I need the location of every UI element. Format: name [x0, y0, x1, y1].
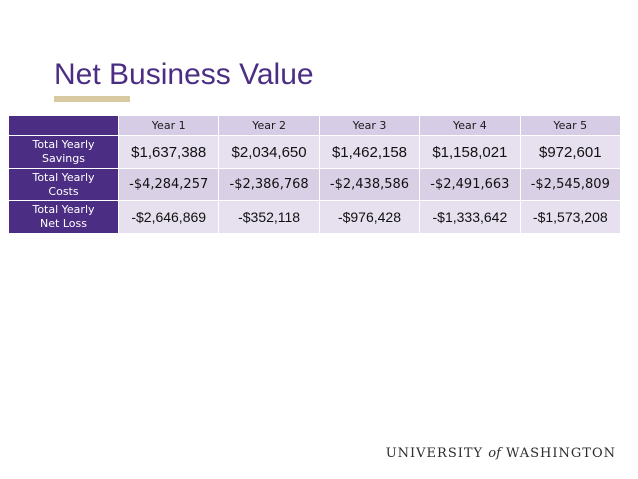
- column-header: Year 2: [218, 115, 320, 136]
- table-cell: $1,462,158: [318, 135, 421, 169]
- table-cell: $1,637,388: [117, 135, 220, 169]
- table-cell: -$2,438,586: [318, 168, 421, 201]
- table-header-row: Year 1 Year 2 Year 3 Year 4 Year 5: [8, 115, 622, 136]
- table-cell: -$352,118: [218, 200, 320, 234]
- table-cell: -$976,428: [318, 200, 421, 234]
- table-cell: -$2,491,663: [419, 168, 521, 201]
- table-cell: $972,601: [519, 135, 622, 169]
- table-cell: -$2,646,869: [117, 200, 220, 234]
- title-accent-bar: [54, 96, 130, 102]
- table-row-net-loss: Total Yearly Net Loss -$2,646,869 -$352,…: [8, 200, 622, 234]
- column-header: Year 4: [419, 115, 521, 136]
- column-header: Year 5: [519, 115, 622, 136]
- column-header: Year 3: [318, 115, 421, 136]
- table-cell: $2,034,650: [218, 135, 320, 169]
- slide-title: Net Business Value: [54, 58, 314, 91]
- university-logo: UNIVERSITY of WASHINGTON: [386, 446, 616, 461]
- column-header: Year 1: [117, 115, 220, 136]
- logo-text: of: [488, 446, 501, 461]
- row-label-line: Costs: [48, 184, 79, 198]
- row-label-line: Savings: [42, 152, 85, 165]
- table-cell: -$2,386,768: [218, 168, 320, 201]
- table-cell: -$1,333,642: [419, 200, 521, 234]
- row-label: Total Yearly Savings: [8, 135, 119, 169]
- table-cell: -$1,573,208: [519, 200, 622, 234]
- row-label-line: Total Yearly: [32, 170, 95, 184]
- row-label-line: Total Yearly: [32, 138, 95, 151]
- table-cell: -$2,545,809: [519, 168, 622, 201]
- table-row-costs: Total Yearly Costs -$4,284,257 -$2,386,7…: [8, 168, 622, 201]
- row-label: Total Yearly Costs: [8, 168, 119, 201]
- net-business-value-table: Year 1 Year 2 Year 3 Year 4 Year 5 Total…: [8, 115, 622, 234]
- row-label-line: Net Loss: [40, 217, 87, 230]
- header-corner-cell: [8, 115, 119, 136]
- table-cell: $1,158,021: [419, 135, 521, 169]
- logo-text: WASHINGTON: [506, 446, 616, 461]
- logo-text: UNIVERSITY: [385, 446, 484, 461]
- table-row-savings: Total Yearly Savings $1,637,388 $2,034,6…: [8, 135, 622, 169]
- row-label: Total Yearly Net Loss: [8, 200, 119, 234]
- row-label-line: Total Yearly: [32, 203, 95, 216]
- table-cell: -$4,284,257: [117, 168, 220, 201]
